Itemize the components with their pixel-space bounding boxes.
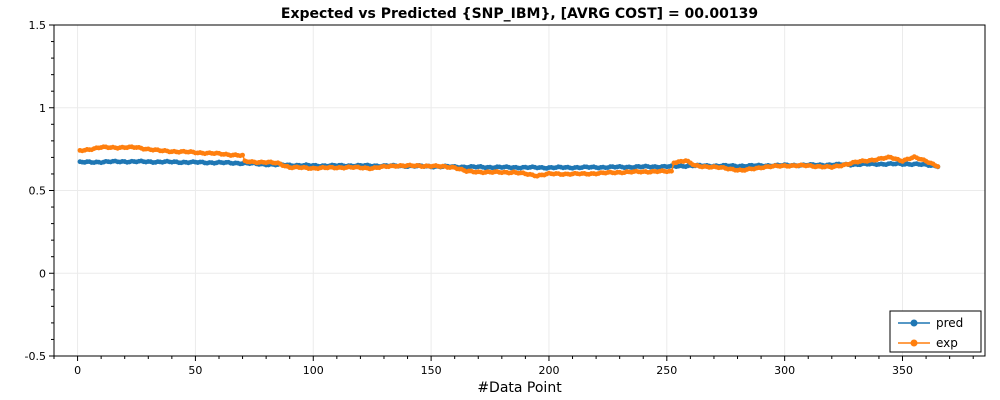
data-point-exp xyxy=(935,164,941,169)
x-tick-label: 200 xyxy=(538,364,559,377)
legend-item-pred: pred xyxy=(898,316,963,330)
legend-box xyxy=(889,310,982,353)
x-tick-label: 300 xyxy=(774,364,795,377)
series-layer xyxy=(77,144,941,179)
x-tick-label: 50 xyxy=(188,364,202,377)
x-tick-label: 250 xyxy=(656,364,677,377)
data-point-exp xyxy=(240,152,245,158)
x-tick-label: 100 xyxy=(303,364,324,377)
x-tick-label: 150 xyxy=(421,364,442,377)
legend-swatch-marker xyxy=(910,319,918,327)
x-tick-label: 0 xyxy=(74,364,81,377)
legend-label: pred xyxy=(936,316,963,330)
chart-title: Expected vs Predicted {SNP_IBM}, [AVRG C… xyxy=(281,6,758,22)
x-tick-label: 350 xyxy=(892,364,913,377)
data-point-exp xyxy=(669,168,674,174)
series-exp xyxy=(77,144,941,179)
y-tick-label: 1.5 xyxy=(29,19,47,32)
axes xyxy=(49,24,986,361)
y-tick-label: 1 xyxy=(39,102,46,115)
y-tick-label: 0.5 xyxy=(29,185,47,198)
x-axis-title: #Data Point xyxy=(477,380,562,396)
y-tick-label: 0 xyxy=(39,267,46,280)
legend-item-exp: exp xyxy=(898,336,958,350)
legend-label: exp xyxy=(936,336,958,350)
legend-swatch-marker xyxy=(910,339,918,347)
legend: pred exp xyxy=(889,310,982,353)
tick-labels: 0 50 100 150 200 250 300 350 -0.5 0 0.5 1 1.5 xyxy=(25,19,913,377)
y-tick-label: -0.5 xyxy=(25,350,46,363)
